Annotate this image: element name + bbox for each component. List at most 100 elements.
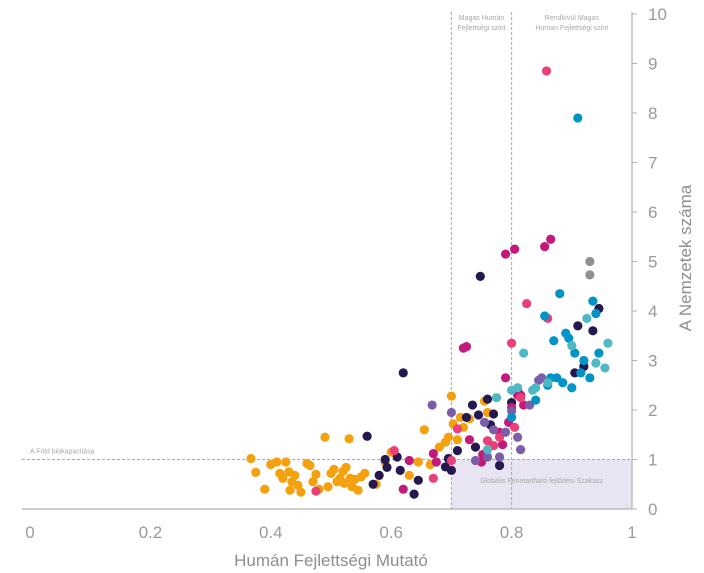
x-tick-label: 0.2 xyxy=(139,523,163,542)
data-point xyxy=(311,486,321,496)
data-point xyxy=(531,383,541,393)
data-point xyxy=(516,445,526,455)
data-point xyxy=(419,425,429,435)
data-point xyxy=(320,432,330,442)
data-point xyxy=(323,482,333,492)
data-point xyxy=(582,313,592,324)
data-point xyxy=(443,432,453,442)
data-point xyxy=(516,393,526,403)
data-point xyxy=(341,462,351,473)
data-point xyxy=(603,338,613,348)
data-point xyxy=(494,452,505,462)
data-point xyxy=(413,457,423,467)
data-point xyxy=(389,445,399,456)
data-point xyxy=(281,457,291,467)
data-point xyxy=(600,363,610,373)
data-point xyxy=(246,453,256,464)
data-point xyxy=(278,473,288,483)
data-point xyxy=(507,338,517,348)
y-tick-label: 8 xyxy=(648,104,657,123)
data-point xyxy=(362,431,372,441)
y-tick-label: 0 xyxy=(648,500,657,519)
data-point xyxy=(308,477,318,487)
data-point xyxy=(344,434,354,444)
data-point xyxy=(500,427,511,437)
y-tick-label: 1 xyxy=(648,451,657,470)
data-point xyxy=(380,454,390,465)
data-point xyxy=(491,393,502,403)
data-point xyxy=(513,383,523,393)
data-point xyxy=(570,348,580,358)
data-point xyxy=(452,424,463,434)
data-point xyxy=(585,256,595,267)
data-point xyxy=(482,394,493,404)
data-point xyxy=(500,373,511,383)
data-point xyxy=(541,66,552,76)
data-point xyxy=(461,342,472,352)
data-point xyxy=(251,467,261,477)
data-point xyxy=(467,400,478,410)
data-point xyxy=(482,445,493,455)
x-tick-label: 0.6 xyxy=(379,523,403,542)
annotation-high-hdi-line1: Magas Humán xyxy=(459,15,505,22)
data-point xyxy=(431,457,441,467)
y-tick-label: 3 xyxy=(648,352,657,371)
data-point xyxy=(428,448,438,459)
y-tick-label: 7 xyxy=(648,154,657,173)
data-point xyxy=(374,470,384,480)
data-point xyxy=(382,462,392,473)
y-tick-group: 0 1 2 3 4 5 6 7 8 9 10 xyxy=(632,5,667,519)
data-point xyxy=(305,460,315,471)
data-point xyxy=(285,485,295,495)
data-point xyxy=(368,479,378,489)
data-point xyxy=(591,308,601,319)
data-point xyxy=(413,475,423,485)
data-point xyxy=(464,435,475,445)
data-point xyxy=(446,465,456,475)
data-point xyxy=(579,355,589,366)
data-point xyxy=(395,465,405,475)
x-tick-label: 0 xyxy=(25,523,34,542)
data-point xyxy=(594,348,604,358)
data-point xyxy=(546,234,556,244)
data-point xyxy=(272,457,282,467)
data-point xyxy=(427,400,437,410)
y-tick-label: 9 xyxy=(648,55,657,74)
data-point xyxy=(500,249,511,259)
data-point xyxy=(398,484,408,494)
x-tick-label: 0.8 xyxy=(500,523,524,542)
data-point xyxy=(494,460,505,471)
data-point xyxy=(591,358,601,368)
annotation-sustainable-quadrant: Globális Fenntartható fejlődési Szakasz xyxy=(480,478,603,485)
data-point xyxy=(473,410,484,420)
data-point xyxy=(428,473,438,483)
data-point xyxy=(398,368,408,378)
data-point xyxy=(452,435,463,445)
data-point xyxy=(519,348,529,358)
data-point xyxy=(585,373,595,383)
data-point xyxy=(452,445,463,456)
data-point xyxy=(573,321,583,331)
data-point xyxy=(567,341,577,351)
y-tick-label: 2 xyxy=(648,401,657,420)
data-point xyxy=(510,422,520,432)
annotation-biocapacity: A Föld biokapacitása xyxy=(30,449,95,456)
annotation-very-high-hdi-line1: Rendkívül Magas xyxy=(545,15,600,22)
data-point xyxy=(470,455,481,466)
data-point xyxy=(260,484,270,494)
data-point xyxy=(488,425,499,435)
data-point xyxy=(296,487,306,497)
y-tick-label: 10 xyxy=(648,5,667,24)
data-point xyxy=(510,244,520,254)
x-tick-label: 0.4 xyxy=(259,523,283,542)
data-point xyxy=(549,336,559,346)
data-point xyxy=(576,368,586,378)
data-point xyxy=(482,452,493,462)
data-point xyxy=(507,406,517,416)
data-point xyxy=(404,470,414,480)
data-point xyxy=(290,470,300,480)
data-point xyxy=(446,391,456,401)
data-point xyxy=(497,440,508,450)
data-point xyxy=(588,296,598,306)
